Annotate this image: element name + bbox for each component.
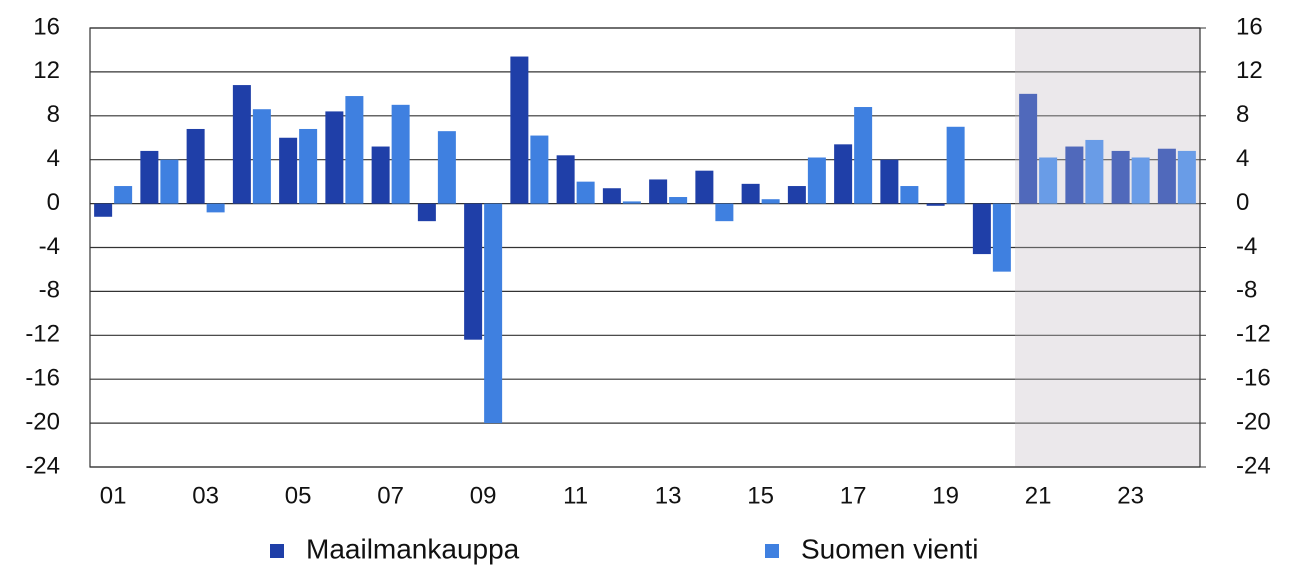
bar <box>94 203 113 217</box>
y2-tick-label: 16 <box>1236 13 1263 40</box>
x-tick-label: 11 <box>563 482 588 509</box>
forecast-overlay <box>1015 28 1200 467</box>
y2-tick-label: 4 <box>1236 145 1249 172</box>
x-tick-label: 15 <box>747 482 774 509</box>
y-tick-label: 12 <box>33 57 60 84</box>
y2-tick-label: -8 <box>1236 277 1257 304</box>
bar <box>556 155 575 204</box>
bar <box>946 126 965 204</box>
bar <box>140 150 159 204</box>
x-tick-label: 19 <box>932 482 959 509</box>
y-tick-label: 16 <box>33 13 60 40</box>
bar <box>186 128 205 204</box>
bar <box>345 96 364 204</box>
bar <box>622 201 641 204</box>
bar <box>391 104 410 204</box>
bar <box>279 137 298 204</box>
x-tick-label: 21 <box>1025 482 1052 509</box>
y-tick-label: 0 <box>47 189 60 216</box>
bar <box>1039 157 1058 204</box>
plot-frame <box>89 27 1201 468</box>
y2-tick-label: 12 <box>1236 57 1263 84</box>
x-tick-label: 03 <box>192 482 219 509</box>
y2-tick-label: 0 <box>1236 189 1249 216</box>
x-tick-label: 07 <box>377 482 404 509</box>
bar <box>232 85 251 204</box>
bar <box>926 203 945 206</box>
bar <box>834 144 853 204</box>
bar <box>1019 93 1038 204</box>
x-tick-label: 13 <box>655 482 682 509</box>
bar <box>1157 148 1176 204</box>
x-tick-label: 23 <box>1117 482 1144 509</box>
legend-swatch <box>270 544 284 558</box>
bar <box>464 203 483 340</box>
legend-label: Suomen vienti <box>801 533 978 564</box>
bar <box>484 203 503 424</box>
bar <box>1111 150 1130 204</box>
bar <box>807 157 826 204</box>
bar <box>299 128 318 204</box>
bar <box>1085 139 1104 204</box>
bar <box>900 186 919 204</box>
bar <box>114 186 133 204</box>
x-tick-label: 17 <box>840 482 867 509</box>
y2-tick-label: -20 <box>1236 408 1271 435</box>
bar <box>1131 157 1150 204</box>
bar <box>602 188 621 204</box>
y2-tick-label: 8 <box>1236 101 1249 128</box>
x-tick-label: 09 <box>470 482 497 509</box>
bar <box>669 197 688 204</box>
bar <box>1065 146 1084 204</box>
y2-tick-label: -24 <box>1236 452 1271 479</box>
bar <box>741 183 760 204</box>
x-tick-label: 01 <box>100 482 127 509</box>
y2-tick-label: -16 <box>1236 365 1271 392</box>
bar <box>576 181 595 204</box>
bar <box>715 203 734 222</box>
bar <box>371 146 390 204</box>
bar <box>530 135 549 204</box>
bar <box>761 199 780 204</box>
y-tick-label: 8 <box>47 101 60 128</box>
y-tick-label: -8 <box>39 277 60 304</box>
legend-swatch <box>765 544 779 558</box>
bar <box>880 159 899 204</box>
bar <box>695 170 714 204</box>
y-tick-label: 4 <box>47 145 60 172</box>
bar <box>854 107 873 204</box>
bar <box>160 159 179 204</box>
bar <box>1177 150 1196 204</box>
bar <box>252 109 271 204</box>
y2-tick-label: -4 <box>1236 233 1257 260</box>
bar <box>325 111 344 204</box>
y-tick-label: -4 <box>39 233 60 260</box>
bar <box>417 203 436 222</box>
bar <box>972 203 991 255</box>
bar <box>510 56 529 204</box>
y2-tick-label: -12 <box>1236 321 1271 348</box>
bar <box>787 186 806 204</box>
y-tick-label: -16 <box>25 365 60 392</box>
y-tick-label: -24 <box>25 452 60 479</box>
y-tick-label: -12 <box>25 321 60 348</box>
bar <box>992 203 1011 272</box>
bar <box>437 131 456 204</box>
bar <box>206 203 225 213</box>
bar <box>649 179 668 204</box>
y-tick-label: -20 <box>25 408 60 435</box>
legend-label: Maailmankauppa <box>306 533 520 564</box>
x-tick-label: 05 <box>285 482 312 509</box>
